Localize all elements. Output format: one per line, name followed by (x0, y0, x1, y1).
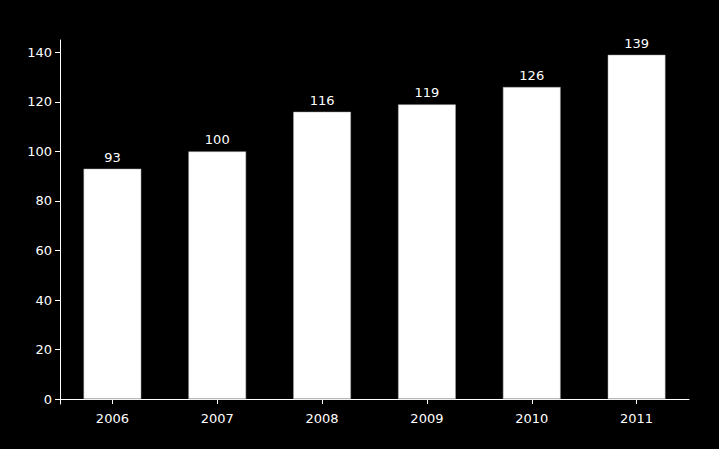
svg-text:40: 40 (35, 293, 52, 308)
svg-text:100: 100 (27, 144, 52, 159)
svg-text:2011: 2011 (620, 411, 653, 426)
svg-text:60: 60 (35, 243, 52, 258)
svg-text:140: 140 (27, 45, 52, 60)
svg-text:80: 80 (35, 193, 52, 208)
svg-text:2010: 2010 (515, 411, 548, 426)
svg-text:120: 120 (27, 94, 52, 109)
svg-text:93: 93 (104, 150, 121, 165)
svg-text:139: 139 (624, 36, 649, 51)
svg-text:100: 100 (205, 132, 230, 147)
svg-text:0: 0 (44, 392, 52, 407)
svg-text:2009: 2009 (410, 411, 443, 426)
svg-text:2006: 2006 (96, 411, 129, 426)
svg-text:116: 116 (310, 93, 335, 108)
svg-text:126: 126 (519, 68, 544, 83)
svg-text:20: 20 (35, 342, 52, 357)
svg-text:2008: 2008 (306, 411, 339, 426)
svg-text:119: 119 (415, 85, 440, 100)
svg-text:2007: 2007 (201, 411, 234, 426)
